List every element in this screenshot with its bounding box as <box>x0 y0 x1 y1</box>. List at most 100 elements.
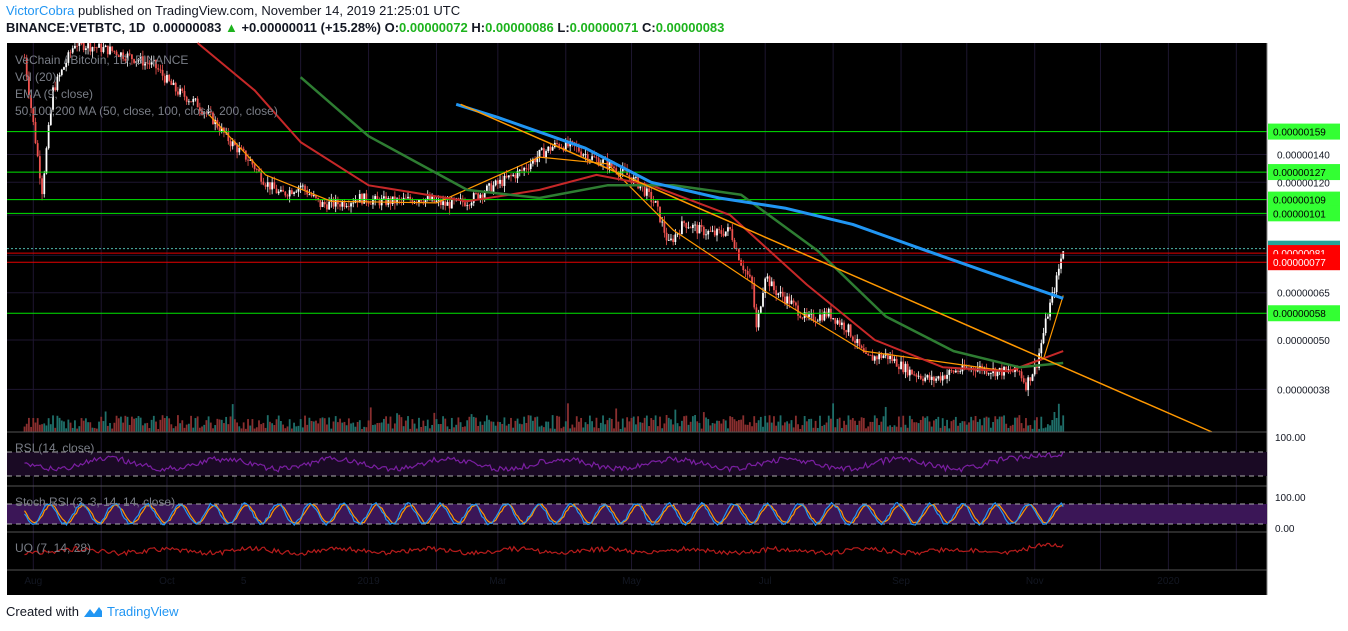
candle-body <box>501 179 504 186</box>
volume-bar <box>282 424 285 432</box>
candle-body <box>830 308 832 319</box>
volume-bar <box>477 425 480 432</box>
candle-body <box>755 307 758 328</box>
stoch-k-line <box>24 501 1064 527</box>
tradingview-link[interactable]: TradingView <box>106 604 179 619</box>
candle-body <box>834 318 837 324</box>
candle-body <box>89 43 92 52</box>
volume-bar <box>459 422 462 432</box>
candle-body <box>753 282 756 308</box>
volume-bar <box>718 420 721 432</box>
candle-body <box>593 156 596 158</box>
volume-bar <box>1042 428 1045 432</box>
candle-body <box>1042 333 1045 344</box>
volume-bar <box>799 428 802 432</box>
candle-body <box>790 300 793 304</box>
stoch-pane: Stoch RSI (3, 3, 14, 14, close) 100.00 0… <box>7 493 1306 535</box>
price-tick-label: 0.00000038 <box>1277 385 1330 396</box>
candle-body <box>172 82 175 85</box>
volume-bar <box>466 420 469 432</box>
candle-body <box>659 206 661 223</box>
volume-bar <box>1036 417 1038 432</box>
volume-bar <box>941 418 944 432</box>
volume-bar <box>709 425 712 432</box>
candle-body <box>437 199 440 201</box>
volume-bar <box>1003 415 1005 432</box>
candle-body <box>139 56 142 61</box>
volume-bar <box>810 418 813 432</box>
candle-body <box>277 191 280 194</box>
volume-bar <box>621 418 624 432</box>
candle-body <box>902 361 905 373</box>
candle-body <box>584 154 587 155</box>
chart-area[interactable]: VeChain / Bitcoin, 1D, BINANCE Vol (20) … <box>0 38 1348 598</box>
candle-body <box>317 197 320 200</box>
volume-bar <box>304 415 306 432</box>
candle-body <box>152 59 155 62</box>
candle-body <box>816 320 819 322</box>
candle-body <box>269 182 271 190</box>
candle-body <box>952 370 955 373</box>
candle-body <box>87 43 89 49</box>
volume-bar <box>514 420 517 432</box>
volume-bar <box>882 416 885 432</box>
candle-body <box>917 375 920 377</box>
volume-bar <box>415 428 418 432</box>
volume-bar <box>630 417 633 432</box>
volume-bar <box>880 421 883 432</box>
candle-body <box>236 145 238 153</box>
candle-body <box>799 315 802 318</box>
candle-body <box>665 232 668 241</box>
volume-bar <box>30 426 33 432</box>
candle-body <box>812 313 815 322</box>
volume-bar <box>696 421 699 432</box>
volume-bar <box>424 425 427 432</box>
candle-body <box>350 203 352 207</box>
volume-bar <box>233 419 236 432</box>
volume-bar <box>840 428 843 432</box>
price-tick-label: 0.00000120 <box>1277 178 1330 189</box>
candle-body <box>374 196 377 200</box>
candle-body <box>238 147 241 153</box>
volume-bar <box>727 428 729 432</box>
candle-body <box>963 364 966 369</box>
candle-body <box>523 167 526 171</box>
candle-body <box>784 296 786 304</box>
volume-bar <box>1016 417 1019 432</box>
candle-body <box>889 355 891 360</box>
volume-bar <box>400 417 403 432</box>
volume-bar <box>106 425 109 432</box>
volume-bar <box>485 415 488 432</box>
volume-bar <box>190 415 192 432</box>
volume-bar <box>192 427 195 432</box>
volume-bar <box>488 419 490 432</box>
candle-body <box>227 131 230 142</box>
support-level-tag <box>1268 123 1340 140</box>
candle-body <box>297 187 300 192</box>
candle-body <box>1044 318 1047 334</box>
candle-body <box>608 161 611 169</box>
candle-body <box>177 91 179 95</box>
candle-body <box>512 174 515 176</box>
candle-body <box>851 336 854 341</box>
volume-bar <box>271 423 274 432</box>
volume-bar <box>569 428 572 432</box>
candle-body <box>194 98 197 100</box>
author-link[interactable]: VictorCobra <box>6 3 75 18</box>
candle-body <box>792 300 795 303</box>
volume-bar <box>713 423 716 432</box>
volume-bar <box>996 419 999 432</box>
candle-body <box>231 141 234 147</box>
volume-bar <box>293 422 295 432</box>
volume-bar <box>876 418 878 432</box>
candle-body <box>442 201 444 205</box>
volume-bar <box>380 422 383 432</box>
candle-body <box>505 175 508 178</box>
volume-bar <box>411 419 414 432</box>
volume-bar <box>1014 417 1016 432</box>
volume-bar <box>146 422 149 432</box>
candle-body <box>76 45 79 47</box>
volume-bar <box>989 427 992 432</box>
volume-bar <box>571 424 574 432</box>
volume-bar <box>992 421 994 432</box>
